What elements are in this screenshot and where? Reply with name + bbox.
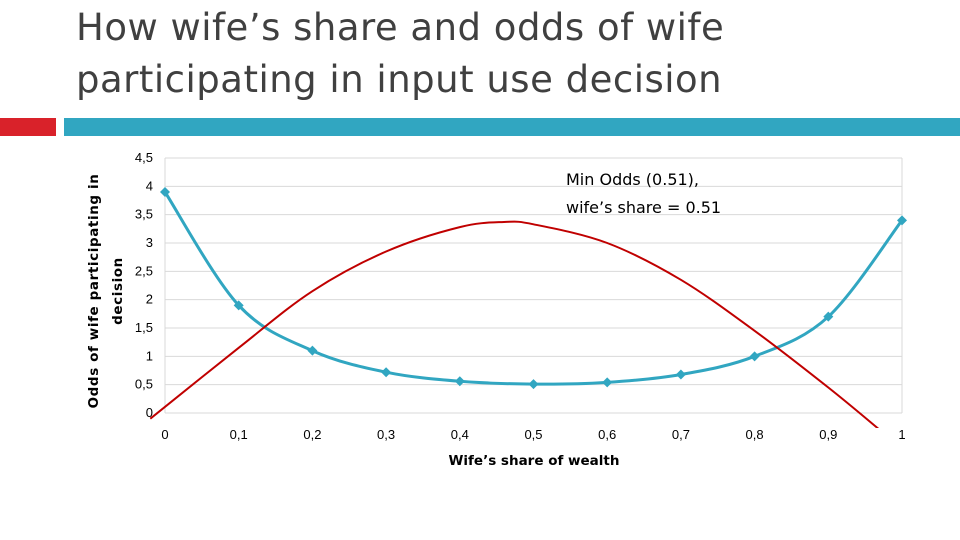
x-tick-label: 0,8 [746, 427, 764, 442]
y-tick-label: 1,5 [135, 320, 153, 335]
data-point-marker [749, 351, 760, 362]
title-line-1: How wife’s share and odds of wife [76, 6, 725, 49]
data-point-marker [454, 376, 465, 387]
x-tick-label: 0,5 [524, 427, 542, 442]
accent-bar-teal [64, 118, 960, 136]
data-point-marker [897, 215, 907, 226]
y-tick-label: 0 [146, 405, 153, 420]
min-odds-annotation: Min Odds (0.51), wife’s share = 0.51 [566, 170, 721, 217]
y-tick-label: 2,5 [135, 263, 153, 278]
y-tick-label: 0,5 [135, 377, 153, 392]
y-axis-title: Odds of wife participating in decision [86, 174, 126, 409]
data-point-marker [381, 367, 392, 378]
slide-title: How wife’s share and odds of wife partic… [76, 2, 936, 106]
x-tick-label: 0 [161, 427, 168, 442]
x-tick-label: 1 [898, 427, 905, 442]
x-tick-label: 0,4 [451, 427, 469, 442]
accent-bar-red [0, 118, 56, 136]
y-axis-title-line-1: Odds of wife participating in [86, 174, 102, 409]
y-tick-label: 3 [146, 235, 153, 250]
gridlines [164, 157, 903, 414]
odds-series-line [163, 191, 904, 386]
y-tick-label: 3,5 [135, 207, 153, 222]
y-axis-title-line-2: decision [110, 257, 126, 325]
data-point-marker [528, 379, 539, 390]
x-tick-label: 0,2 [303, 427, 321, 442]
data-point-marker [160, 187, 170, 197]
x-tick-label: 0,3 [377, 427, 395, 442]
y-tick-label: 1 [146, 348, 153, 363]
data-point-marker [675, 369, 686, 380]
y-tick-label: 2 [146, 292, 153, 307]
y-tick-labels: 0 0,5 1 1,5 2 2,5 3 3,5 4 4,5 [135, 150, 153, 420]
x-tick-labels: 0 0,1 0,2 0,3 0,4 0,5 0,6 0,7 0,8 0,9 1 [161, 427, 905, 442]
x-tick-label: 0,6 [598, 427, 616, 442]
data-point-marker [602, 377, 613, 388]
x-tick-label: 0,7 [672, 427, 690, 442]
y-tick-label: 4,5 [135, 150, 153, 165]
x-tick-label: 0,1 [230, 427, 248, 442]
data-point-marker [823, 311, 834, 322]
series [149, 187, 907, 428]
fitted-curve-line [149, 220, 880, 428]
annotation-line-1: Min Odds (0.51), [566, 170, 699, 189]
annotation-line-2: wife’s share = 0.51 [566, 198, 721, 217]
x-tick-label: 0,9 [819, 427, 837, 442]
y-tick-label: 4 [146, 178, 153, 193]
title-line-2: participating in input use decision [76, 58, 723, 101]
data-point-marker [307, 345, 318, 356]
data-point-marker [233, 300, 244, 311]
x-axis-title: Wife’s share of wealth [449, 453, 620, 469]
